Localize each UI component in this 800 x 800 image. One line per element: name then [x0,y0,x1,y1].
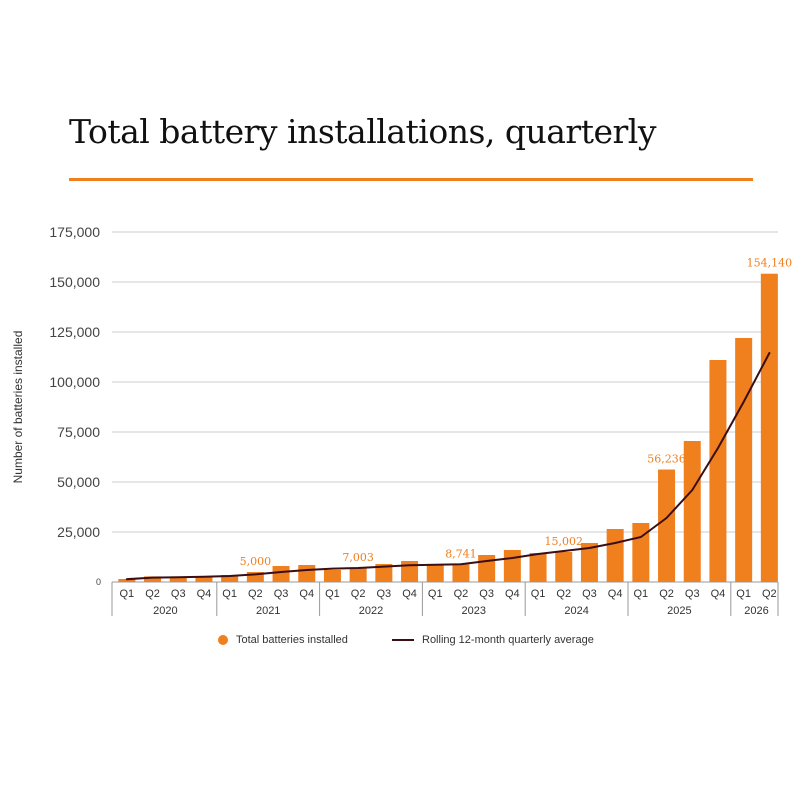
x-tick-label: Q3 [171,588,186,600]
data-label: 154,140 [747,257,793,270]
bar [144,576,162,582]
bar [323,570,341,582]
bar [118,579,136,582]
y-tick-label: 150,000 [49,274,100,290]
x-tick-label: Q1 [428,588,443,600]
bar [221,575,239,582]
x-tick-label: Q1 [120,588,135,600]
year-label: 2022 [359,605,383,617]
x-tick-label: Q4 [402,588,417,600]
y-tick-label: 50,000 [57,474,100,490]
bar [606,529,624,582]
bar [658,469,676,582]
y-tick-label: 75,000 [57,424,100,440]
bar [529,553,547,582]
x-tick-label: Q2 [248,588,263,600]
data-label: 5,000 [240,555,272,568]
x-tick-label: Q4 [505,588,520,600]
data-label: 15,002 [545,535,584,548]
x-tick-label: Q1 [634,588,649,600]
bar [683,441,701,582]
x-tick-label: Q1 [736,588,751,600]
x-tick-label: Q3 [377,588,392,600]
legend-line-label: Rolling 12-month quarterly average [422,634,594,646]
year-label: 2025 [667,605,691,617]
bar [246,572,264,582]
x-tick-label: Q2 [762,588,777,600]
x-tick-label: Q2 [556,588,571,600]
x-tick-label: Q1 [222,588,237,600]
bar [735,338,753,582]
year-label: 2020 [153,605,177,617]
bar [478,555,496,582]
y-tick-label: 175,000 [49,224,100,240]
legend-bar-swatch [218,635,228,645]
bar [426,565,444,582]
y-tick-label: 0 [96,577,101,587]
year-label: 2021 [256,605,280,617]
y-axis-title: Number of batteries installed [11,331,25,484]
bar [272,566,290,582]
x-tick-label: Q1 [325,588,340,600]
data-label: 7,003 [342,551,374,564]
bar [503,550,521,582]
x-tick-label: Q4 [608,588,623,600]
x-tick-label: Q3 [479,588,494,600]
x-tick-label: Q1 [531,588,546,600]
bar [298,565,316,582]
year-label: 2023 [462,605,486,617]
x-tick-label: Q4 [197,588,212,600]
title-underline [69,178,753,181]
x-tick-label: Q4 [711,588,726,600]
bar [760,273,778,582]
legend-line-swatch [392,639,414,641]
legend-bars-label: Total batteries installed [236,634,348,646]
bar [169,576,187,582]
year-label: 2026 [744,605,768,617]
x-tick-label: Q2 [145,588,160,600]
chart-legend: Total batteries installed Rolling 12-mon… [0,634,800,654]
x-tick-label: Q3 [274,588,289,600]
bar [580,543,598,582]
bar [555,551,573,582]
x-tick-label: Q2 [659,588,674,600]
x-tick-label: Q2 [454,588,469,600]
legend-item-line: Rolling 12-month quarterly average [392,634,594,646]
x-tick-label: Q3 [685,588,700,600]
data-label: 56,236 [647,453,686,466]
rolling-average-line [125,352,771,581]
y-tick-label: 25,000 [57,524,100,540]
bar [195,576,213,582]
x-tick-label: Q4 [299,588,314,600]
bar [349,567,367,582]
legend-item-bars: Total batteries installed [218,634,348,646]
y-tick-label: 100,000 [49,374,100,390]
x-tick-label: Q3 [582,588,597,600]
data-label: 8,741 [445,548,477,561]
bar [452,564,470,582]
bar [375,564,393,582]
y-tick-label: 125,000 [49,324,100,340]
chart-title: Total battery installations, quarterly [69,112,656,151]
x-tick-label: Q2 [351,588,366,600]
year-label: 2024 [564,605,588,617]
bar [709,360,727,582]
